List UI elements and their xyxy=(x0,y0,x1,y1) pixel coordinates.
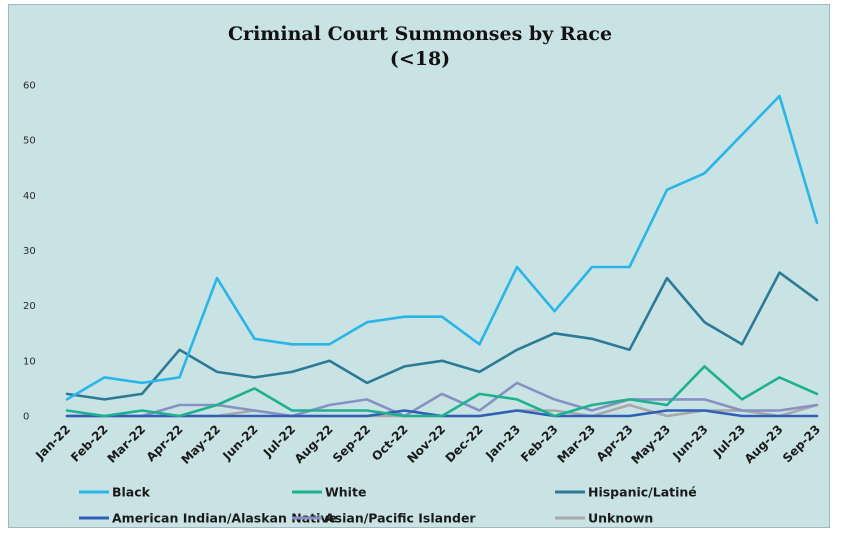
legend-label-asian-pacific-islander: Asian/Pacific Islander xyxy=(325,511,476,526)
x-tick-label: Dec-22 xyxy=(443,422,486,465)
x-tick-label: Nov-22 xyxy=(404,422,448,466)
x-tick-label: Jun-23 xyxy=(669,422,710,463)
legend-label-unknown: Unknown xyxy=(588,511,653,526)
y-tick-label: 30 xyxy=(23,246,36,257)
y-axis: 0 10 20 30 40 50 60 xyxy=(23,81,36,423)
series-line-asian-pacific-islander xyxy=(65,381,819,418)
x-tick-label: Sep-23 xyxy=(780,422,823,465)
legend-label-black: Black xyxy=(112,485,151,500)
legend-label-american-indian-alaskan-native: American Indian/Alaskan Native xyxy=(112,511,337,526)
y-tick-label: 60 xyxy=(23,81,36,92)
legend: Black White Hispanic/Latiné American Indian… xyxy=(79,485,697,526)
series-line-hispanic-latin xyxy=(65,271,819,401)
series-line-black xyxy=(65,94,819,401)
series-line-white xyxy=(65,365,819,418)
x-tick-label: May-23 xyxy=(628,422,673,467)
x-tick-label: Mar-22 xyxy=(105,422,149,466)
x-tick-label: May-22 xyxy=(178,422,223,467)
x-tick-label: Aug-23 xyxy=(742,422,786,466)
line-chart: Criminal Court Summonses by Race (<18) 0… xyxy=(23,23,823,526)
chart-container: Criminal Court Summonses by Race (<18) 0… xyxy=(8,4,830,528)
series-lines xyxy=(65,94,819,418)
x-tick-label: Jan-23 xyxy=(482,422,523,463)
y-tick-label: 0 xyxy=(23,412,29,423)
x-tick-label: Oct-22 xyxy=(369,422,411,464)
x-tick-label: Feb-23 xyxy=(518,422,561,465)
y-tick-label: 20 xyxy=(23,301,36,312)
x-tick-label: Mar-23 xyxy=(555,422,599,466)
y-tick-label: 40 xyxy=(23,191,36,202)
x-tick-label: Aug-22 xyxy=(292,422,336,466)
chart-title: Criminal Court Summonses by Race xyxy=(228,23,612,45)
x-tick-label: Jan-22 xyxy=(32,422,73,463)
x-tick-label: Sep-22 xyxy=(330,422,373,465)
legend-label-white: White xyxy=(325,485,366,500)
chart-subtitle: (<18) xyxy=(390,48,450,70)
y-tick-label: 10 xyxy=(23,356,36,367)
x-tick-label: Jun-22 xyxy=(219,422,260,463)
x-tick-label: Feb-22 xyxy=(68,422,111,465)
legend-label-hispanic-latin: Hispanic/Latiné xyxy=(588,485,697,500)
y-tick-label: 50 xyxy=(23,136,36,147)
